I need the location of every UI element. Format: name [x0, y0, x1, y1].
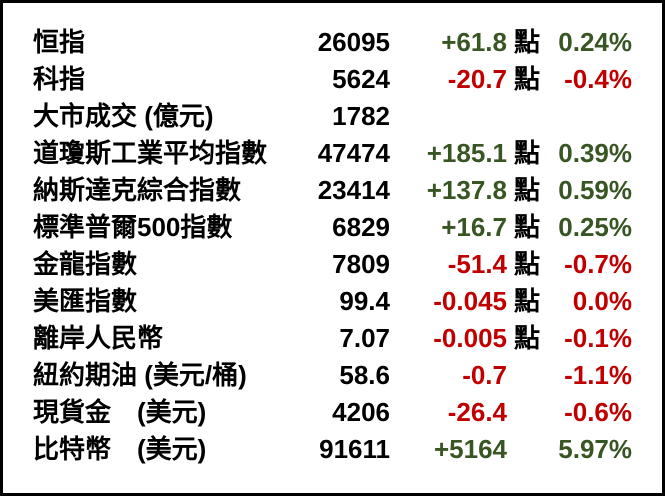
instrument-label: 大市成交 (億元): [33, 101, 214, 131]
points-unit-label: 點: [514, 249, 541, 279]
table-row: 大市成交 (億元) 1782: [33, 98, 638, 135]
points-unit-label: 點: [514, 138, 541, 168]
last-value: 5624: [332, 64, 390, 94]
points-unit-label: 點: [514, 212, 541, 242]
change-value: -0.005: [433, 323, 507, 353]
last-value: 1782: [332, 101, 390, 131]
points-unit-label: 點: [514, 175, 541, 205]
table-row: 納斯達克綜合指數 23414 +137.8 點 0.59%: [33, 172, 638, 209]
last-value: 91611: [319, 434, 390, 464]
instrument-label: 恒指: [33, 27, 86, 57]
change-value: +185.1: [426, 138, 507, 168]
table-row: 標準普爾500指數 6829 +16.7 點 0.25%: [33, 209, 638, 246]
instrument-label: 紐約期油 (美元/桶): [33, 360, 247, 390]
last-value: 58.6: [339, 360, 390, 390]
table-row: 道瓊斯工業平均指數 47474 +185.1 點 0.39%: [33, 135, 638, 172]
table-row: 比特幣 (美元) 91611 +5164 5.97%: [33, 431, 638, 468]
last-value: 4206: [332, 397, 390, 427]
percent-change: 0.24%: [558, 27, 632, 57]
percent-change: 0.59%: [558, 175, 632, 205]
points-unit-label: 點: [514, 64, 541, 94]
change-value: +16.7: [441, 212, 507, 242]
percent-change: 0.0%: [572, 286, 632, 316]
change-value: -0.7: [462, 360, 507, 390]
table-row: 現貨金 (美元) 4206 -26.4 -0.6%: [33, 394, 638, 431]
change-value: +137.8: [426, 175, 507, 205]
last-value: 99.4: [339, 286, 390, 316]
last-value: 7.07: [339, 323, 390, 353]
change-value: +61.8: [441, 27, 507, 57]
instrument-label: 道瓊斯工業平均指數: [33, 138, 268, 168]
change-value: -20.7: [447, 64, 507, 94]
percent-change: -0.4%: [564, 64, 632, 94]
percent-change: -0.7%: [564, 249, 632, 279]
last-value: 7809: [332, 249, 390, 279]
change-value: -0.045: [433, 286, 507, 316]
points-unit-label: 點: [514, 323, 541, 353]
table-row: 金龍指數 7809 -51.4 點 -0.7%: [33, 246, 638, 283]
table-row: 恒指 26095 +61.8 點 0.24%: [33, 24, 638, 61]
instrument-label: 現貨金 (美元): [33, 397, 207, 427]
instrument-label: 納斯達克綜合指數: [33, 175, 242, 205]
table-row: 科指 5624 -20.7 點 -0.4%: [33, 61, 638, 98]
last-value: 26095: [317, 27, 390, 57]
points-unit-label: 點: [514, 27, 541, 57]
table-row: 離岸人民幣 7.07 -0.005 點 -0.1%: [33, 320, 638, 357]
percent-change: -0.1%: [564, 323, 632, 353]
table-row: 紐約期油 (美元/桶) 58.6 -0.7 -1.1%: [33, 357, 638, 394]
change-value: -26.4: [447, 397, 507, 427]
instrument-label: 金龍指數: [33, 249, 138, 279]
percent-change: 0.25%: [558, 212, 632, 242]
percent-change: -0.6%: [564, 397, 632, 427]
percent-change: 0.39%: [558, 138, 632, 168]
last-value: 6829: [332, 212, 390, 242]
instrument-label: 標準普爾500指數: [33, 212, 233, 242]
change-value: +5164: [433, 434, 507, 464]
percent-change: 5.97%: [558, 434, 632, 464]
instrument-label: 科指: [33, 64, 86, 94]
percent-change: -1.1%: [564, 360, 632, 390]
instrument-label: 離岸人民幣: [33, 323, 164, 353]
instrument-label: 比特幣 (美元): [33, 434, 207, 464]
points-unit-label: 點: [514, 286, 541, 316]
instrument-label: 美匯指數: [33, 286, 138, 316]
last-value: 23414: [317, 175, 390, 205]
table-row: 美匯指數 99.4 -0.045 點 0.0%: [33, 283, 638, 320]
change-value: -51.4: [447, 249, 507, 279]
table-rows-container: 恒指 26095 +61.8 點 0.24% 科指 5624 -20.7 點 -…: [33, 24, 638, 468]
last-value: 47474: [317, 138, 390, 168]
